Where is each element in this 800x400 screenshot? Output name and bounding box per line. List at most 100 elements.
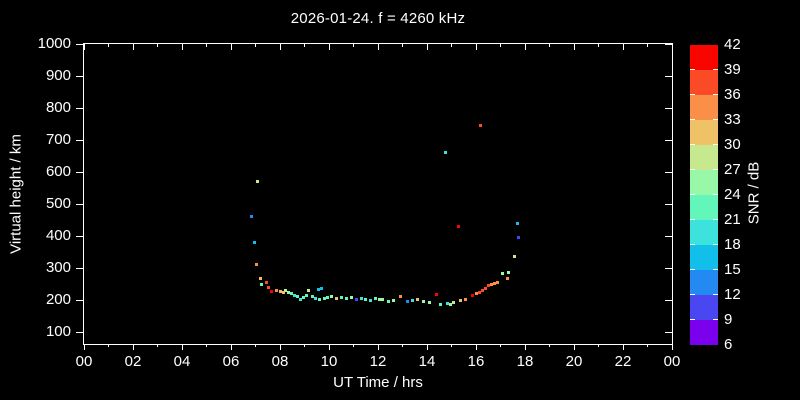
colorbar-tick-label: 27 bbox=[724, 161, 741, 178]
data-point bbox=[319, 286, 323, 290]
colorbar-tick-label: 42 bbox=[724, 36, 741, 53]
y-tick-left bbox=[76, 203, 83, 205]
x-tick-bottom bbox=[671, 344, 673, 350]
x-tick-label: 06 bbox=[222, 353, 240, 370]
colorbar-segment bbox=[690, 295, 718, 320]
data-point bbox=[411, 298, 415, 302]
colorbar-segment bbox=[690, 245, 718, 270]
colorbar-tick-left bbox=[690, 219, 695, 220]
y-tick-label: 400 bbox=[45, 227, 71, 245]
x-tick-bottom bbox=[230, 344, 232, 350]
colorbar-tick-right bbox=[713, 244, 718, 245]
data-point bbox=[478, 290, 482, 294]
x-minor-tick-top bbox=[108, 44, 109, 47]
data-point bbox=[258, 276, 262, 280]
data-point bbox=[501, 272, 505, 276]
y-tick-right bbox=[665, 171, 672, 173]
colorbar-tick-left bbox=[690, 319, 695, 320]
y-tick-left bbox=[76, 107, 83, 109]
colorbar-tick-label: 9 bbox=[724, 311, 733, 328]
data-point bbox=[464, 297, 468, 301]
colorbar-tick-label: 24 bbox=[724, 186, 741, 203]
data-point bbox=[373, 296, 377, 300]
data-point bbox=[249, 215, 253, 219]
x-tick-label: 16 bbox=[467, 353, 485, 370]
data-point bbox=[364, 297, 368, 301]
data-point bbox=[381, 297, 385, 301]
x-minor-tick-top bbox=[451, 44, 452, 47]
x-tick-bottom bbox=[573, 344, 575, 350]
data-point bbox=[260, 282, 264, 286]
y-tick-label: 600 bbox=[45, 163, 71, 181]
data-point bbox=[266, 285, 270, 289]
x-tick-top bbox=[377, 44, 379, 50]
x-tick-label: 00 bbox=[75, 353, 93, 370]
colorbar-tick-label: 36 bbox=[724, 86, 741, 103]
data-point bbox=[452, 300, 456, 304]
data-point bbox=[278, 289, 282, 293]
colorbar-tick-left bbox=[690, 69, 695, 70]
colorbar-segment bbox=[690, 120, 718, 145]
data-point bbox=[255, 180, 259, 184]
data-point bbox=[386, 299, 390, 303]
x-minor-tick-bottom bbox=[500, 344, 501, 347]
data-point bbox=[446, 301, 450, 305]
data-point bbox=[298, 297, 302, 301]
colorbar-segment bbox=[690, 170, 718, 195]
y-tick-right bbox=[665, 107, 672, 109]
x-minor-tick-bottom bbox=[598, 344, 599, 347]
x-tick-bottom bbox=[132, 344, 134, 350]
y-tick-left bbox=[76, 235, 83, 237]
x-minor-tick-top bbox=[647, 44, 648, 47]
y-tick-right bbox=[665, 43, 672, 45]
y-tick-right bbox=[665, 75, 672, 77]
data-point bbox=[344, 296, 348, 300]
colorbar-tick-label: 21 bbox=[724, 211, 741, 228]
x-tick-label: 02 bbox=[124, 353, 142, 370]
y-tick-label: 500 bbox=[45, 195, 71, 213]
colorbar-tick-left bbox=[690, 244, 695, 245]
x-minor-tick-top bbox=[549, 44, 550, 47]
data-point bbox=[339, 295, 343, 299]
colorbar-tick-right bbox=[713, 119, 718, 120]
colorbar-tick-label: 39 bbox=[724, 61, 741, 78]
data-point bbox=[253, 241, 257, 244]
plot-area: 100 200 300 400 500 600 700 800 900 1000 00 02 04 06 0… bbox=[38, 35, 681, 370]
data-point bbox=[334, 296, 338, 300]
data-point bbox=[416, 297, 420, 301]
data-point bbox=[269, 289, 273, 293]
data-point bbox=[422, 299, 426, 303]
y-tick-right bbox=[665, 203, 672, 205]
x-axis-label: UT Time / hrs bbox=[333, 374, 423, 391]
colorbar-segment bbox=[690, 220, 718, 245]
y-tick-left bbox=[76, 299, 83, 301]
y-tick-label: 800 bbox=[45, 99, 71, 117]
x-minor-tick-bottom bbox=[353, 344, 354, 347]
colorbar-tick-label: 6 bbox=[724, 336, 733, 353]
colorbar-tick-left bbox=[690, 294, 695, 295]
data-point bbox=[459, 298, 463, 302]
x-minor-tick-top bbox=[255, 44, 256, 47]
x-tick-bottom bbox=[377, 344, 379, 350]
data-point bbox=[484, 286, 488, 290]
data-point bbox=[326, 295, 330, 299]
x-minor-tick-bottom bbox=[451, 344, 452, 347]
y-tick-label: 100 bbox=[45, 323, 71, 341]
x-minor-tick-top bbox=[598, 44, 599, 47]
colorbar-label: SNR / dB bbox=[745, 161, 763, 225]
x-tick-label: 10 bbox=[320, 353, 338, 370]
data-point bbox=[444, 151, 448, 155]
data-point bbox=[507, 271, 511, 275]
data-point bbox=[439, 302, 443, 306]
y-tick-label: 900 bbox=[45, 67, 71, 85]
colorbar-segment bbox=[690, 195, 718, 220]
colorbar-segment bbox=[690, 45, 718, 70]
x-minor-tick-top bbox=[500, 44, 501, 47]
colorbar-tick-right bbox=[713, 269, 718, 270]
y-tick-left bbox=[76, 171, 83, 173]
data-point bbox=[512, 255, 516, 259]
colorbar-segment bbox=[690, 270, 718, 295]
y-tick-label: 300 bbox=[45, 259, 71, 277]
x-minor-tick-top bbox=[157, 44, 158, 47]
